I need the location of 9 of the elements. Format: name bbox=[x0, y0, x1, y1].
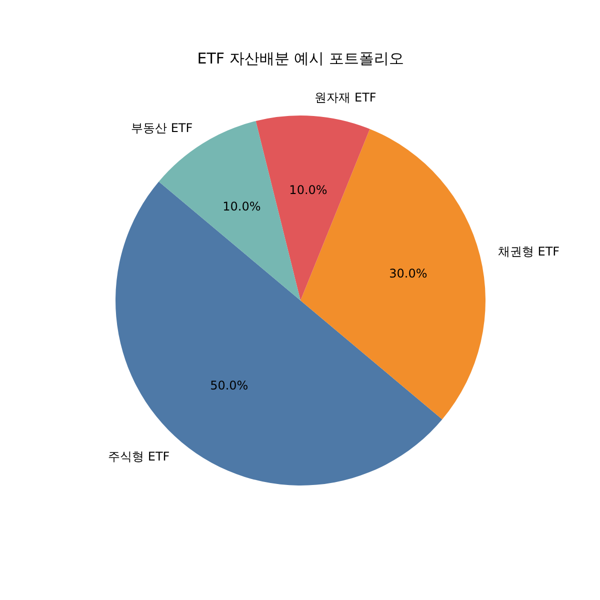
slice-label: 원자재 ETF bbox=[314, 90, 376, 104]
slice-label: 부동산 ETF bbox=[131, 120, 193, 135]
data-label: 10.0% bbox=[222, 199, 261, 214]
slice-label: 주식형 ETF bbox=[108, 449, 170, 464]
slice-label: 채권형 ETF bbox=[498, 244, 560, 258]
data-label: 10.0% bbox=[289, 182, 328, 197]
data-label: 50.0% bbox=[210, 378, 248, 393]
chart-title: ETF 자산배분 예시 포트폴리오 bbox=[197, 50, 404, 68]
data-label: 30.0% bbox=[389, 266, 428, 281]
